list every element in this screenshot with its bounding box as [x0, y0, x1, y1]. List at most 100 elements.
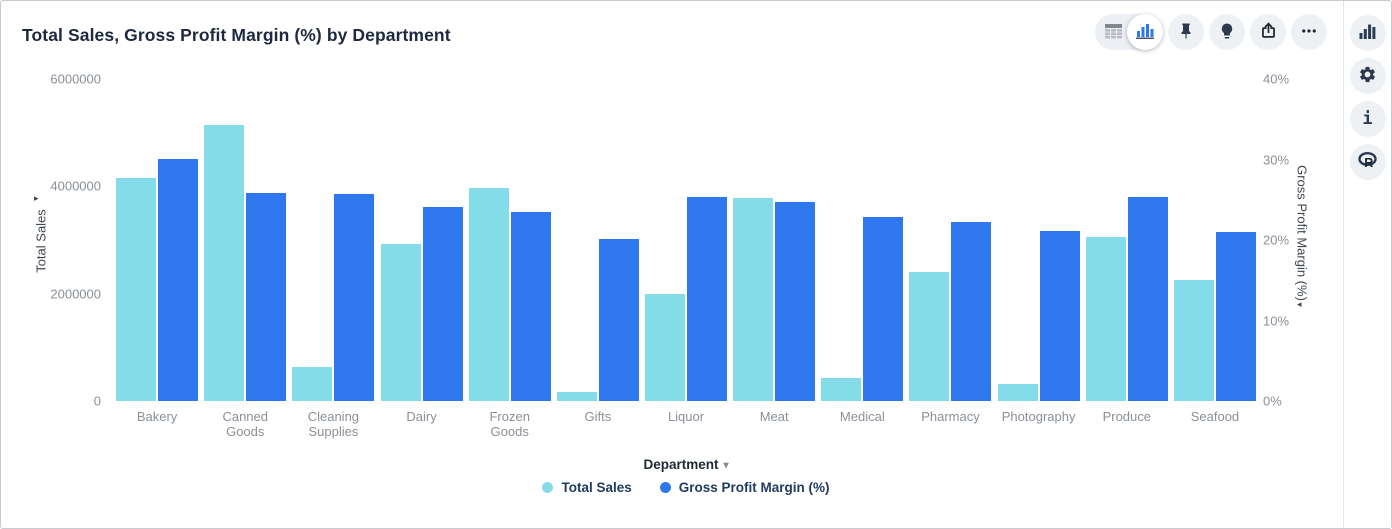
bar-total-sales[interactable] — [645, 294, 686, 401]
x-axis-category-label: Canned Goods — [222, 409, 268, 439]
bar-gross-profit-margin[interactable] — [510, 212, 551, 401]
bar-gross-profit-margin[interactable] — [775, 202, 816, 401]
bar-gross-profit-margin[interactable] — [863, 217, 904, 401]
legend-label: Total Sales — [561, 480, 632, 495]
bar-group — [730, 79, 818, 401]
x-axis-category-label: Pharmacy — [921, 409, 980, 424]
bar-gross-profit-margin[interactable] — [1215, 232, 1256, 401]
x-axis-category-label: Gifts — [584, 409, 612, 424]
info-icon: i — [1362, 108, 1373, 129]
bar-group — [377, 79, 465, 401]
bar-total-sales[interactable] — [1085, 237, 1126, 401]
legend-item[interactable]: Gross Profit Margin (%) — [659, 480, 830, 495]
bar-group — [113, 79, 201, 401]
bar-total-sales[interactable] — [116, 178, 157, 401]
bar-total-sales[interactable] — [1173, 280, 1214, 401]
export-button[interactable] — [1250, 14, 1286, 50]
r-logo-icon: R — [1357, 151, 1378, 172]
chart-view-button[interactable] — [1127, 14, 1163, 50]
bar-group — [201, 79, 289, 401]
bar-gross-profit-margin[interactable] — [158, 159, 199, 401]
bar-total-sales[interactable] — [997, 384, 1038, 401]
page-title: Total Sales, Gross Profit Margin (%) by … — [22, 25, 451, 45]
bar-gross-profit-margin[interactable] — [1127, 197, 1168, 401]
r-script-button[interactable]: R — [1349, 144, 1386, 180]
left-axis-title: Total Sales — [33, 209, 49, 273]
lightbulb-icon — [1218, 22, 1236, 43]
widget-toolbar — [1095, 14, 1327, 50]
x-axis-category-label: Liquor — [667, 409, 705, 424]
svg-text:R: R — [1364, 156, 1373, 169]
chart-type-button[interactable] — [1349, 15, 1386, 51]
settings-button[interactable] — [1349, 58, 1386, 94]
x-axis-category-label: Photography — [1001, 409, 1076, 424]
x-axis-category-label: Medical — [839, 409, 885, 424]
bar-total-sales[interactable] — [556, 392, 597, 401]
bar-gross-profit-margin[interactable] — [598, 239, 639, 401]
insights-button[interactable] — [1209, 14, 1245, 50]
legend-item[interactable]: Total Sales — [542, 480, 632, 495]
left-axis-ticks: 0 2000000 4000000 6000000 — [1, 1, 101, 528]
legend-dot — [659, 482, 671, 493]
table-icon — [1104, 23, 1123, 42]
plot-area — [113, 79, 1259, 401]
widget-main: Total Sales, Gross Profit Margin (%) by … — [1, 1, 1343, 528]
table-view-button[interactable] — [1099, 14, 1127, 50]
bar-gross-profit-margin[interactable] — [334, 194, 375, 401]
axis-tick-label: 0 — [93, 393, 101, 409]
bar-group — [554, 79, 642, 401]
bar-group — [995, 79, 1083, 401]
chevron-down-icon: ▾ — [723, 460, 729, 471]
axis-tick-label: 2000000 — [50, 286, 101, 302]
x-axis-category-label: Dairy — [406, 409, 437, 424]
axis-tick-label: 30% — [1263, 152, 1290, 167]
bar-total-sales[interactable] — [292, 367, 333, 401]
bar-chart-icon — [1359, 24, 1376, 42]
x-axis-labels: Bakery Canned Goods Cleaning Supplies Dairy… — [113, 409, 1259, 439]
pin-icon — [1177, 22, 1195, 43]
gear-icon — [1358, 65, 1377, 87]
bar-gross-profit-margin[interactable] — [422, 207, 463, 401]
chart-legend: Total Sales Gross Profit Margin (%) — [113, 480, 1259, 495]
right-sidebar: i R — [1343, 1, 1391, 528]
legend-dot — [542, 482, 554, 493]
x-axis-category-label: Bakery — [136, 409, 178, 424]
bar-gross-profit-margin[interactable] — [246, 193, 287, 401]
axis-tick-label: 20% — [1263, 232, 1290, 248]
axis-tick-label: 4000000 — [50, 178, 101, 194]
bar-total-sales[interactable] — [380, 244, 421, 401]
left-axis-sort-arrow: ▸ — [34, 193, 39, 203]
pin-button[interactable] — [1168, 14, 1204, 50]
bar-group — [1083, 79, 1171, 401]
bar-total-sales[interactable] — [821, 378, 862, 401]
x-axis-category-label: Seafood — [1190, 409, 1240, 424]
bar-group — [466, 79, 554, 401]
x-axis-name-label: Department — [643, 457, 719, 472]
bar-group — [906, 79, 994, 401]
bar-gross-profit-margin[interactable] — [951, 222, 992, 401]
legend-label: Gross Profit Margin (%) — [678, 480, 830, 495]
bar-group — [642, 79, 730, 401]
more-options-button[interactable] — [1291, 14, 1327, 50]
x-axis-name-dropdown[interactable]: Department ▾ — [113, 457, 1259, 472]
bar-gross-profit-margin[interactable] — [1039, 231, 1080, 401]
right-axis-title: Gross Profit Margin (%) — [1294, 165, 1310, 301]
bar-total-sales[interactable] — [909, 272, 950, 401]
bar-total-sales[interactable] — [204, 125, 245, 401]
x-axis-category-label: Cleaning Supplies — [307, 409, 360, 439]
ellipsis-icon — [1300, 22, 1318, 43]
bar-chart-icon — [1136, 23, 1154, 42]
export-icon — [1259, 21, 1278, 43]
x-axis-category-label: Meat — [759, 409, 789, 424]
axis-tick-label: 10% — [1263, 313, 1290, 328]
bar-group — [818, 79, 906, 401]
axis-tick-label: 40% — [1263, 71, 1290, 87]
bar-gross-profit-margin[interactable] — [687, 197, 728, 401]
bar-total-sales[interactable] — [468, 188, 509, 401]
bar-total-sales[interactable] — [733, 198, 774, 401]
info-button[interactable]: i — [1349, 101, 1386, 137]
bar-group — [289, 79, 377, 401]
x-axis-category-label: Frozen Goods — [489, 409, 530, 439]
axis-tick-label: 6000000 — [50, 71, 101, 87]
